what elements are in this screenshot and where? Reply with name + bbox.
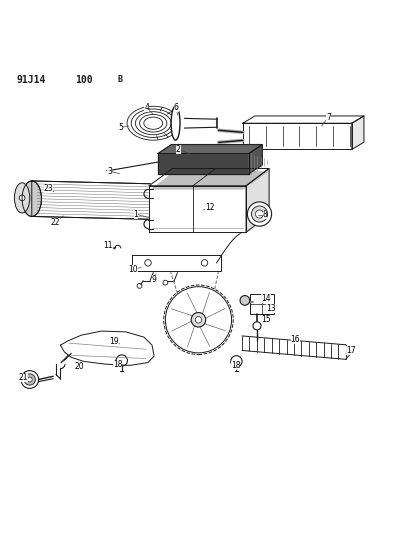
- Text: 3: 3: [107, 167, 112, 176]
- Text: 18: 18: [231, 361, 240, 370]
- Text: 6: 6: [174, 102, 179, 111]
- Text: 91J14: 91J14: [17, 75, 46, 85]
- Text: 18: 18: [113, 360, 122, 369]
- Circle shape: [191, 312, 206, 327]
- Text: 15: 15: [262, 316, 271, 324]
- Text: 10: 10: [128, 265, 138, 274]
- Ellipse shape: [144, 117, 163, 130]
- Circle shape: [252, 206, 268, 222]
- Circle shape: [195, 317, 202, 323]
- Polygon shape: [158, 154, 249, 174]
- Text: 23: 23: [43, 184, 53, 193]
- Ellipse shape: [135, 112, 171, 135]
- Ellipse shape: [127, 106, 179, 140]
- Ellipse shape: [158, 184, 174, 220]
- Circle shape: [253, 322, 261, 330]
- Text: 14: 14: [262, 294, 271, 303]
- Text: 22: 22: [51, 217, 60, 227]
- Polygon shape: [243, 116, 364, 123]
- Ellipse shape: [15, 183, 30, 213]
- Ellipse shape: [22, 181, 41, 216]
- Text: 7: 7: [326, 112, 331, 122]
- Circle shape: [19, 195, 25, 201]
- Polygon shape: [249, 144, 262, 174]
- Text: 8: 8: [263, 211, 267, 220]
- Text: 17: 17: [346, 346, 356, 355]
- Text: 9: 9: [151, 275, 156, 284]
- Text: 1: 1: [134, 209, 138, 219]
- Text: 16: 16: [290, 335, 300, 344]
- Polygon shape: [32, 181, 166, 220]
- Polygon shape: [352, 116, 364, 149]
- Circle shape: [240, 296, 250, 305]
- Text: 5: 5: [119, 123, 124, 132]
- Text: B: B: [118, 75, 123, 84]
- Polygon shape: [158, 144, 262, 154]
- Ellipse shape: [131, 109, 175, 138]
- Ellipse shape: [140, 115, 167, 132]
- Text: 4: 4: [144, 103, 149, 112]
- Text: 21: 21: [18, 374, 28, 382]
- Polygon shape: [60, 331, 154, 366]
- Text: 11: 11: [103, 241, 113, 250]
- Text: 2: 2: [176, 145, 181, 154]
- Text: 13: 13: [266, 304, 276, 313]
- Circle shape: [247, 202, 272, 226]
- Circle shape: [27, 377, 32, 382]
- Polygon shape: [246, 168, 269, 232]
- Circle shape: [24, 374, 35, 385]
- Ellipse shape: [171, 106, 180, 140]
- Text: 100: 100: [75, 75, 93, 85]
- Circle shape: [21, 370, 38, 389]
- Ellipse shape: [160, 188, 173, 216]
- Polygon shape: [152, 172, 267, 189]
- Polygon shape: [149, 186, 246, 232]
- Text: 12: 12: [205, 203, 215, 212]
- Ellipse shape: [164, 198, 168, 206]
- Text: 19: 19: [109, 337, 119, 346]
- Ellipse shape: [162, 193, 170, 211]
- Polygon shape: [132, 255, 221, 271]
- Polygon shape: [149, 168, 269, 186]
- Circle shape: [165, 287, 232, 353]
- Circle shape: [256, 210, 264, 218]
- Bar: [250, 294, 274, 314]
- Text: 20: 20: [75, 362, 84, 371]
- Polygon shape: [243, 123, 352, 149]
